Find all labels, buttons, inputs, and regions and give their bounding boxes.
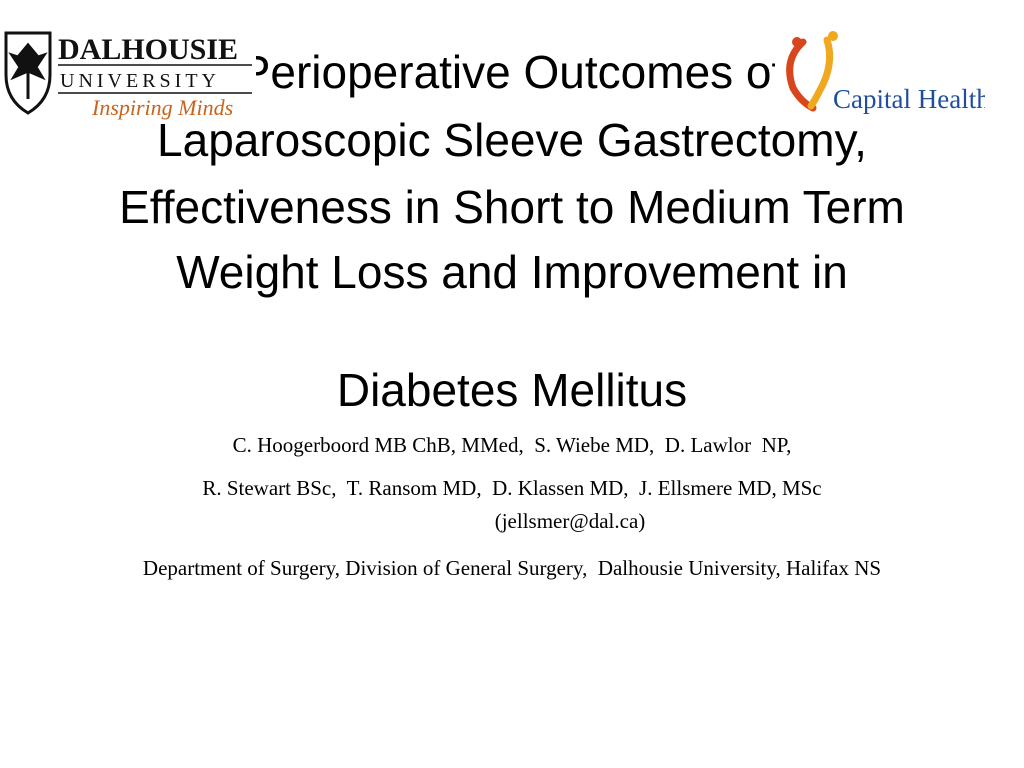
title-line: Diabetes Mellitus xyxy=(336,364,688,416)
logo-name: DALHOUSIE xyxy=(58,33,238,66)
author-line: C. Hoogerboord MB ChB, MMed, S. Wiebe MD… xyxy=(232,433,792,457)
title-line: Laparoscopic Sleeve Gastrectomy, xyxy=(157,114,867,166)
dalhousie-logo: DALHOUSIE UNIVERSITY Inspiring Minds xyxy=(0,25,256,122)
author-line: R. Stewart BSc, T. Ransom MD, D. Klassen… xyxy=(202,476,822,500)
dalhousie-logo-art: DALHOUSIE UNIVERSITY Inspiring Minds xyxy=(4,31,252,120)
logo-tagline: Inspiring Minds xyxy=(91,95,233,120)
head-red xyxy=(792,37,802,47)
figure-orange xyxy=(807,36,834,110)
eagle xyxy=(8,42,48,99)
affiliation: Department of Surgery, Division of Gener… xyxy=(142,556,882,580)
title-line: Perioperative Outcomes of xyxy=(239,46,785,98)
title-line: Weight Loss and Improvement in xyxy=(176,246,848,298)
head-orange xyxy=(828,31,838,41)
capital-health-logo-art: Capital Health xyxy=(786,31,990,114)
figure-red xyxy=(786,38,817,112)
title-line: Effectiveness in Short to Medium Term xyxy=(119,181,905,233)
logo-name: Capital Health xyxy=(833,84,985,114)
capital-health-logo: Capital Health xyxy=(775,30,990,116)
author-email: (jellsmer@dal.ca) xyxy=(494,509,646,533)
logo-subname: UNIVERSITY xyxy=(60,70,220,92)
